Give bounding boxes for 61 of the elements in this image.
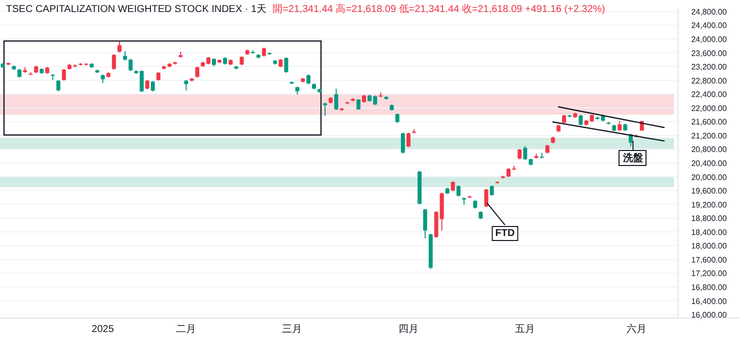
y-tick-label: 18,800.00 (691, 214, 728, 224)
candlestick (356, 98, 360, 110)
candlestick (123, 50, 128, 61)
x-tick-label: 三月 (282, 324, 302, 335)
candlestick (195, 66, 200, 78)
candlestick (484, 188, 488, 208)
chart-title: TSEC CAPITALIZATION WEIGHTED STOCK INDEX · 1天 (6, 4, 267, 15)
candlestick (112, 54, 116, 70)
x-tick-label: 五月 (515, 324, 536, 335)
y-tick-label: 24,800.00 (691, 7, 728, 16)
candlestick (150, 80, 155, 92)
candlestick (145, 79, 150, 90)
y-tick-label: 23,200.00 (691, 62, 728, 72)
y-tick-label: 17,200.00 (691, 269, 728, 278)
annotation: FTD (495, 228, 515, 239)
y-tick-label: 19,200.00 (691, 200, 728, 210)
candlestick (423, 208, 428, 239)
x-tick-label: 二月 (176, 324, 196, 335)
candlestick (284, 56, 288, 74)
candlestick (523, 145, 528, 160)
chart-subtitle: 開=21,341.44 高=21,618.09 低=21,341.44 收=21,618.09 +491.16 (+2.32%) (272, 3, 606, 15)
y-tick-label: 24,000.00 (691, 35, 728, 44)
candlestick (184, 79, 188, 91)
y-tick-label: 20,800.00 (691, 145, 728, 154)
candlestick (406, 132, 410, 148)
annotation: FTD (486, 202, 518, 241)
y-tick-label: 20,400.00 (691, 159, 728, 168)
x-tick-label: 四月 (398, 324, 418, 335)
candlestick (400, 132, 405, 154)
x-tick-label: 2025 (92, 324, 114, 335)
candlestick (56, 79, 60, 92)
annotation: 洗盤 (618, 140, 646, 166)
candlestick (450, 180, 455, 192)
y-tick-label: 24,400.00 (691, 21, 728, 30)
y-tick-label: 22,800.00 (691, 76, 728, 86)
candlestick (334, 88, 338, 110)
y-tick-label: 16,800.00 (691, 283, 728, 292)
y-tick-label: 19,600.00 (691, 186, 728, 196)
candlestick (578, 114, 583, 126)
candlestick (518, 148, 522, 160)
candlestick (306, 74, 310, 85)
candlestick (117, 40, 122, 53)
candlestick (618, 120, 622, 132)
x-tick-label: 六月 (626, 323, 646, 335)
y-tick-label: 18,000.00 (691, 242, 728, 251)
y-tick-label: 16,400.00 (691, 296, 728, 306)
candlestick (490, 184, 494, 196)
candlestick (395, 112, 400, 124)
candlestick (128, 58, 133, 72)
y-tick-label: 18,400.00 (691, 228, 728, 237)
y-tick-label: 20,000.00 (691, 172, 728, 182)
y-tick-label: 22,400.00 (691, 90, 728, 100)
candlestick (62, 68, 66, 82)
annotation: 洗盤 (622, 152, 643, 164)
y-tick-label: 17,600.00 (691, 255, 728, 264)
y-tick-label: 22,000.00 (691, 104, 728, 113)
y-tick-label: 16,000.00 (691, 310, 728, 320)
y-tick-label: 21,600.00 (691, 118, 728, 127)
y-tick-label: 23,600.00 (691, 48, 728, 58)
candlestick (456, 184, 460, 197)
y-tick-label: 21,200.00 (691, 131, 728, 140)
